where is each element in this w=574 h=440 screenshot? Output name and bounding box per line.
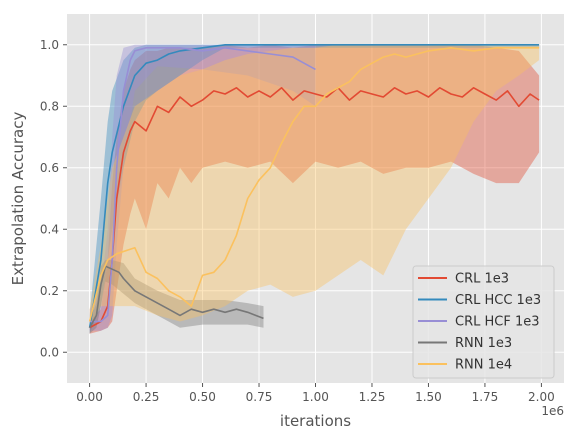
legend-label-crl-1e3: CRL 1e3 [455, 272, 509, 287]
legend-label-crl-hcc-1e3: CRL HCC 1e3 [455, 293, 541, 308]
line-crl-1e3 [89, 87, 540, 329]
line-crl-hcf-1e3 [89, 46, 316, 323]
legend: CRL 1e3 CRL HCC 1e3 CRL HCF 1e3 RNN 1e3 RNN … [412, 265, 555, 379]
x-tick-label: 0.75 [246, 390, 273, 404]
band-rnn-1e4 [89, 44, 540, 328]
band-crl-hcf-1e3 [89, 44, 316, 331]
band-crl-hcc-1e3 [89, 44, 540, 334]
line-crl-hcc-1e3 [88, 43, 540, 328]
x-tick-label: 1.25 [359, 390, 386, 404]
x-tick-label: 0.25 [133, 390, 160, 404]
y-tick-label: 0.6 [40, 161, 59, 175]
x-tick-label: 1.75 [472, 390, 499, 404]
legend-label-crl-hcf-1e3: CRL HCF 1e3 [455, 315, 540, 330]
y-axis-label: Extrapolation Accuracy [9, 112, 27, 286]
confidence-bands [89, 44, 540, 334]
y-tick-label: 0.0 [40, 345, 59, 359]
y-axis-ticks: 0.0 0.2 0.4 0.6 0.8 1.0 [40, 38, 67, 359]
band-crl-1e3 [89, 44, 540, 334]
line-rnn-1e4 [88, 46, 540, 322]
x-tick-label: 1.00 [302, 390, 329, 404]
x-tick-label: 1.50 [415, 390, 442, 404]
y-tick-label: 0.8 [40, 99, 59, 113]
band-rnn-1e3 [89, 260, 264, 334]
x-tick-label: 2.00 [528, 390, 555, 404]
legend-box [412, 265, 555, 379]
y-tick-label: 0.4 [40, 222, 59, 236]
y-tick-label: 1.0 [40, 38, 59, 52]
legend-label-rnn-1e3: RNN 1e3 [455, 336, 512, 351]
x-axis-offset-label: 1e6 [541, 404, 564, 418]
legend-label-rnn-1e4: RNN 1e4 [455, 358, 512, 373]
x-tick-label: 0.50 [189, 390, 216, 404]
series-lines [88, 43, 540, 329]
y-tick-label: 0.2 [40, 284, 59, 298]
x-axis-label: iterations [280, 412, 351, 430]
x-tick-label: 0.00 [76, 390, 103, 404]
x-axis-ticks: 0.00 0.25 0.50 0.75 1.00 1.25 1.50 1.75 2.00 [76, 383, 555, 404]
